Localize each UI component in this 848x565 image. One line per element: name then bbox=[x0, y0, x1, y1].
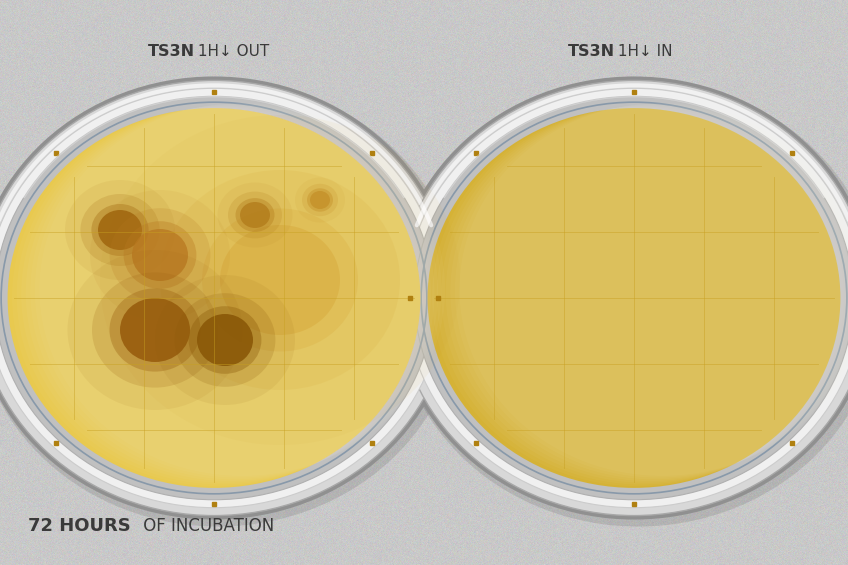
Ellipse shape bbox=[92, 204, 148, 256]
Text: 1H↓ OUT: 1H↓ OUT bbox=[193, 45, 270, 59]
Ellipse shape bbox=[109, 288, 200, 372]
Ellipse shape bbox=[307, 188, 333, 212]
Ellipse shape bbox=[0, 88, 442, 508]
Text: TS3N: TS3N bbox=[568, 45, 615, 59]
Ellipse shape bbox=[228, 192, 282, 238]
Ellipse shape bbox=[0, 80, 461, 527]
Ellipse shape bbox=[406, 88, 848, 508]
Ellipse shape bbox=[98, 210, 142, 250]
Text: OF INCUBATION: OF INCUBATION bbox=[138, 517, 274, 535]
Ellipse shape bbox=[65, 180, 175, 280]
Ellipse shape bbox=[155, 275, 295, 405]
Ellipse shape bbox=[302, 184, 338, 216]
Ellipse shape bbox=[92, 272, 218, 388]
Ellipse shape bbox=[81, 194, 159, 266]
Ellipse shape bbox=[393, 76, 848, 520]
Ellipse shape bbox=[160, 170, 400, 390]
Ellipse shape bbox=[240, 202, 270, 228]
Ellipse shape bbox=[100, 115, 460, 445]
Ellipse shape bbox=[217, 182, 293, 247]
Ellipse shape bbox=[202, 208, 358, 351]
Ellipse shape bbox=[427, 108, 840, 488]
Text: 72 HOURS: 72 HOURS bbox=[28, 517, 131, 535]
Ellipse shape bbox=[310, 191, 330, 209]
Text: 1H↓ IN: 1H↓ IN bbox=[613, 45, 672, 59]
Ellipse shape bbox=[0, 80, 450, 516]
Ellipse shape bbox=[68, 250, 243, 410]
Ellipse shape bbox=[197, 314, 253, 366]
Ellipse shape bbox=[188, 306, 261, 374]
Ellipse shape bbox=[132, 229, 188, 281]
Ellipse shape bbox=[415, 96, 848, 500]
Ellipse shape bbox=[124, 221, 197, 289]
Ellipse shape bbox=[220, 225, 340, 335]
Ellipse shape bbox=[120, 298, 190, 362]
Ellipse shape bbox=[8, 108, 421, 488]
Ellipse shape bbox=[295, 177, 345, 223]
Ellipse shape bbox=[90, 190, 230, 320]
Ellipse shape bbox=[0, 76, 455, 520]
Ellipse shape bbox=[109, 208, 210, 302]
Ellipse shape bbox=[398, 80, 848, 516]
Ellipse shape bbox=[175, 293, 276, 387]
Ellipse shape bbox=[395, 80, 848, 527]
Ellipse shape bbox=[236, 198, 275, 232]
Ellipse shape bbox=[0, 96, 433, 500]
Text: TS3N: TS3N bbox=[148, 45, 195, 59]
